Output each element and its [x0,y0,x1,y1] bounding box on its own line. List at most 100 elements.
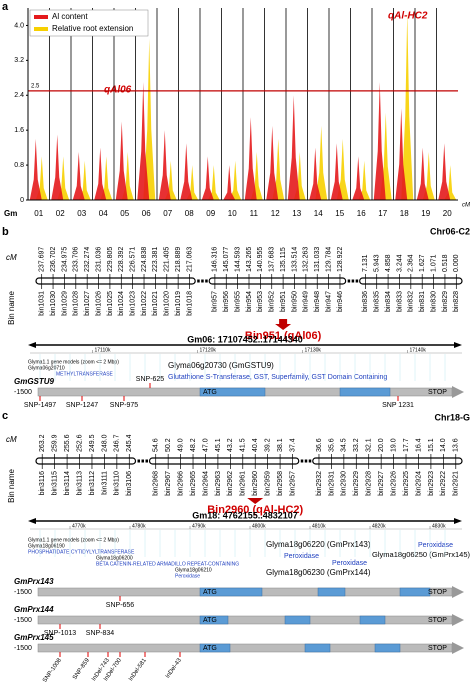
bin-label: bin2968 [153,471,160,496]
snp-label: SNP 1231 [382,402,414,409]
bin-label: bin1023 [130,291,137,316]
exon [399,587,431,597]
cm-label: 245.4 [126,434,133,452]
ruler-label: 17110k [95,347,112,353]
bin-label: bin2931 [328,471,335,496]
gene-start: -1500 [14,589,32,596]
x-tick-label: 13 [292,209,301,218]
peak [201,156,214,200]
x-tick-label: 10 [228,209,237,218]
peak [143,38,156,200]
gene-model-desc: Peroxidase [175,573,200,579]
bin-label: bin1029 [61,291,68,316]
bin-label: bin2924 [415,471,422,496]
atg-label: ATG [203,389,217,396]
cm-label: 218.889 [175,247,182,272]
cm-label: 255.6 [64,434,71,452]
break-dash [304,459,308,463]
gene-model: Glyma18g06210 [175,567,212,573]
peak [158,130,171,200]
cm-label: 0.518 [442,254,449,272]
cm-label: 20.0 [378,438,385,452]
cm-label: 45.1 [215,438,222,452]
stop-label: STOP [428,389,447,396]
cm-label: 233.706 [73,247,80,272]
snp-label: SNP-834 [86,630,115,637]
cm-label: 14.0 [440,438,447,452]
cm-label: cM [6,435,17,444]
cm-label: 132.263 [303,247,310,272]
cm-label: 221.405 [164,247,171,272]
cm-label: 15.1 [428,438,435,452]
ruler-label: 4770k [72,523,86,529]
gene-structure-name: GmPrx145 [14,633,54,642]
ruler-label: 4800k [252,523,266,529]
bin-label: bin1030 [50,291,57,316]
gene-arrow [452,614,464,626]
bin-label: bin830 [430,291,437,312]
peak [51,134,64,200]
bin-label: bin2930 [341,471,348,496]
peak [29,138,42,200]
break-dash [308,459,312,463]
exon [199,587,263,597]
gene-arrow [452,642,464,654]
peak [229,160,242,200]
bin-label: bin833 [396,291,403,312]
x-tick-label: 17 [378,209,387,218]
snp-label: InDel-43 [165,657,183,680]
bin-label: bin2926 [390,471,397,496]
bin-label: bin2965 [190,471,197,496]
bin-label: bin2921 [453,471,460,496]
cm-label: 224.838 [141,247,148,272]
x-tick-label: 15 [335,209,344,218]
atg-label: ATG [203,589,217,596]
cm-label: 143.265 [246,247,253,272]
x-tick-label: 04 [99,209,108,218]
gene-model-note: Glyma1.1 gene models (zoom <= 2 Mbp) [28,359,119,365]
x-tick-label: 12 [271,209,280,218]
cm-label: 145.077 [223,247,230,272]
x-tick-label: 01 [34,209,43,218]
bin-label: bin2932 [316,471,323,496]
region-arrow [28,342,36,348]
break-dash [197,279,200,283]
gene-name: Glyma18g06230 (GmPrx144) [266,568,371,577]
snp-label: SNP-1497 [24,402,56,409]
peak [358,160,371,200]
cm-label: 3.244 [396,254,403,272]
stop-label: STOP [428,589,447,596]
exon [317,587,346,597]
cm-label: 231.036 [95,247,102,272]
cm-label: 249.5 [89,434,96,452]
snp-label: SNP-859 [72,657,91,681]
cm-label: 259.9 [52,434,59,452]
cm-label: 47.0 [202,438,209,452]
bin-label: bin3116 [39,471,46,496]
cm-label: 129.784 [325,247,332,272]
x-tick-label: 19 [421,209,430,218]
region-arrow [28,518,36,524]
gene-desc: Peroxidase [332,560,367,567]
bin-label: bin2957 [289,471,296,496]
ruler-label: 4780k [132,523,146,529]
gene-name: Glyma18g06220 (GmPrx143) [266,540,371,549]
chromosome-bar [35,457,137,465]
panel-letter: c [2,410,8,422]
cm-label: 133.514 [291,247,298,272]
bin-label: bin954 [246,291,253,312]
bin-label: bin3113 [76,471,83,496]
legend-box [29,9,149,37]
peak [164,160,177,200]
bin-label: bin951 [280,291,287,312]
gene-model-note: Glyma1.1 gene models (zoom <= 2 Mbp) [28,537,119,543]
cm-label: 263.2 [39,434,46,452]
cm-label: 144.593 [234,247,241,272]
bin-label: bin1018 [186,291,193,316]
y-tick-label: 3.2 [14,57,24,64]
ruler-label: 4810k [312,523,326,529]
bin-label: bin2925 [403,471,410,496]
peak [401,12,414,201]
cm-label: 17.7 [403,438,410,452]
